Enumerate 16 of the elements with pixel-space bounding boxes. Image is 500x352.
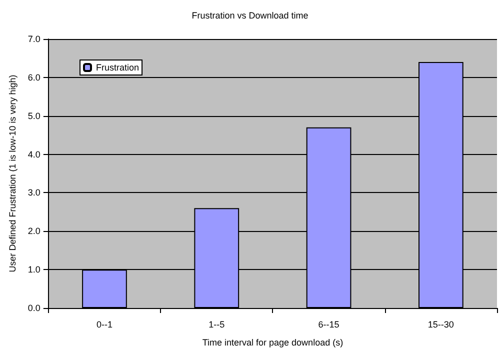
y-tick-label: 1.0 [28, 264, 40, 275]
y-tick-label: 4.0 [28, 149, 40, 160]
y-tick-label: 0.0 [28, 303, 40, 313]
x-tick-label: 15--30 [428, 320, 454, 330]
x-tick-label: 0--1 [96, 320, 112, 330]
x-axis-title: Time interval for page download (s) [202, 338, 344, 348]
x-tick-label: 1--5 [208, 320, 225, 330]
y-tick-label: 5.0 [28, 110, 40, 121]
legend-label: Frustration [96, 62, 140, 72]
chart-title: Frustration vs Download time [192, 10, 308, 20]
y-tick-label: 2.0 [28, 226, 40, 236]
x-tick-label: 6--15 [318, 320, 340, 330]
y-axis-title: User Defined Frustration (1 is low-10 is very high) [8, 74, 18, 272]
y-tick-label: 6.0 [28, 72, 40, 82]
y-tick-label: 7.0 [28, 34, 40, 44]
y-tick-label: 3.0 [28, 188, 40, 198]
